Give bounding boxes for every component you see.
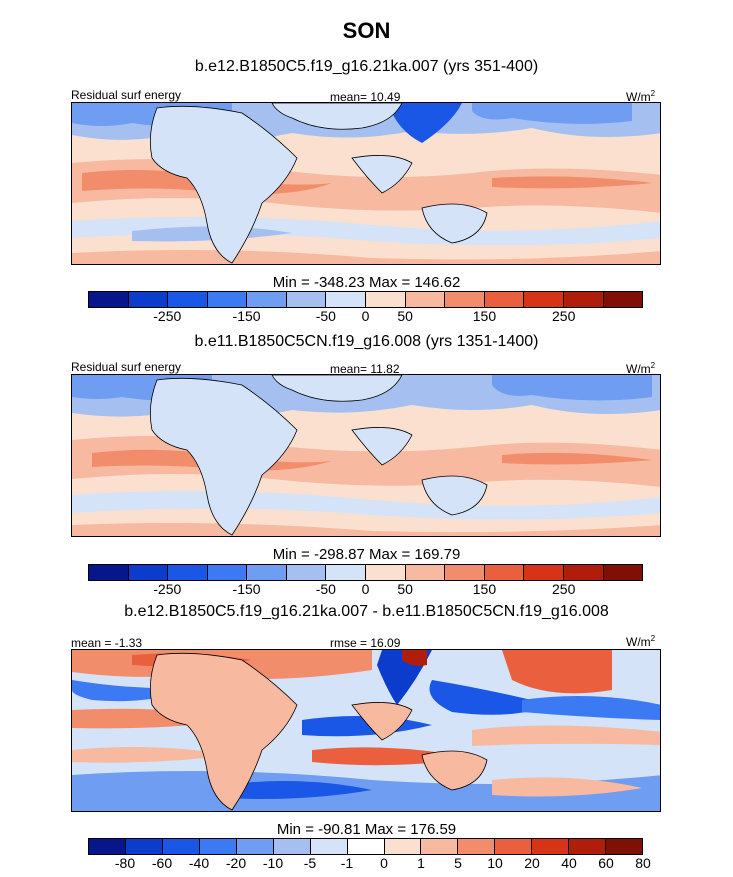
panel3-colorbar-tick-label: -20 [225, 855, 247, 871]
panel3-colorbar-swatch [457, 839, 495, 854]
panel3-colorbar-tick-label: 0 [380, 855, 388, 871]
panel1-colorbar-tick-label: -50 [315, 308, 336, 324]
panel3-colorbar-tick-label: -1 [340, 855, 354, 871]
panel3-colorbar-swatch [346, 839, 384, 854]
panel2-colorbar-tick-label: -50 [315, 581, 336, 597]
panel2-colorbar-tick-label: 150 [472, 581, 497, 597]
panel1-colorbar-swatch [246, 292, 286, 307]
panel1-colorbar-swatch [404, 292, 445, 307]
panel2-colorbar-swatch [404, 565, 445, 580]
panel3-colorbar-swatch [161, 839, 199, 854]
panel1-colorbar-tick-label: -150 [232, 308, 261, 324]
panel3-colorbar-tick-label: -60 [151, 855, 173, 871]
panel2-colorbar-swatch [444, 565, 484, 580]
panel1-minmax: Min = -348.23 Max = 146.62 [272, 274, 461, 291]
panel2-colorbar-swatch [602, 565, 643, 580]
panel1-colorbar-swatch [206, 292, 247, 307]
panel2-variable-label: Residual surf energy [71, 360, 182, 374]
panel1-colorbar-tick-label: -250 [153, 308, 182, 324]
panel1-colorbar-ticks: -250 -150 -50 0 50 150 250 [0, 308, 733, 328]
panel2-colorbar [88, 564, 643, 581]
panel2-minmax: Min = -298.87 Max = 169.79 [272, 546, 461, 563]
panel1-colorbar-tick-label: 0 [361, 308, 370, 324]
panel3-colorbar-swatch [568, 839, 606, 854]
panel3-colorbar-swatch [605, 839, 643, 854]
panel1-colorbar-swatch [483, 292, 524, 307]
panel3-colorbar-swatch [235, 839, 273, 854]
panel1-colorbar-swatch [444, 292, 484, 307]
panel2-colorbar-tick-label: 50 [397, 581, 413, 597]
panel3-colorbar-tick-label: 40 [561, 855, 577, 871]
panel1-colorbar-swatch [167, 292, 207, 307]
panel3-colorbar-ticks: -80 -60 -40 -20 -10 -5 -1 0 1 5 10 20 40 60 80 [0, 855, 733, 875]
panel1-colorbar [88, 291, 643, 308]
panel1-case-title: b.e12.B1850C5.f19_g16.21ka.007 (yrs 351-… [194, 58, 539, 75]
panel2-colorbar-swatch [285, 565, 326, 580]
panel3-colorbar-tick-label: -10 [262, 855, 284, 871]
panel3-mean-label: mean = -1.33 [71, 636, 143, 650]
panel3-colorbar-swatch [494, 839, 532, 854]
panel1-colorbar-swatch [285, 292, 326, 307]
panel3-colorbar-swatch [89, 839, 125, 854]
panel2-colorbar-swatch [246, 565, 286, 580]
panel1-colorbar-swatch [325, 292, 366, 307]
panel2-colorbar-tick-label: -150 [232, 581, 261, 597]
panel1-colorbar-swatch [365, 292, 405, 307]
panel3-case-title: b.e12.B1850C5.f19_g16.21ka.007 - b.e11.B… [124, 603, 609, 620]
panel2-colorbar-ticks: -250 -150 -50 0 50 150 250 [0, 581, 733, 601]
panel3-units: W/m2 [626, 634, 656, 649]
panel2-colorbar-tick-label: -250 [153, 581, 182, 597]
panel2-mean-label: mean= 11.82 [330, 362, 400, 376]
panel3-colorbar-tick-label: -5 [303, 855, 317, 871]
panel3-map [71, 649, 661, 812]
panel2-colorbar-tick-label: 0 [361, 581, 370, 597]
panel1-colorbar-swatch [602, 292, 643, 307]
panel2-map [71, 374, 661, 537]
panel1-map [71, 102, 661, 265]
panel3-colorbar-swatch [124, 839, 162, 854]
panel1-colorbar-swatch [523, 292, 563, 307]
panel1-colorbar-tick-label: 150 [472, 308, 497, 324]
panel3-rmse-label: rmse = 16.09 [330, 636, 401, 650]
panel1-colorbar-tick-label: 50 [397, 308, 413, 324]
panel3-colorbar [88, 838, 643, 855]
panel2-colorbar-swatch [325, 565, 366, 580]
panel3-colorbar-swatch [531, 839, 569, 854]
panel3-colorbar-tick-label: -80 [114, 855, 136, 871]
panel1-colorbar-swatch [89, 292, 128, 307]
panel3-colorbar-tick-label: 1 [417, 855, 425, 871]
panel3-colorbar-swatch [309, 839, 347, 854]
panel2-colorbar-swatch [523, 565, 563, 580]
panel2-colorbar-swatch [483, 565, 524, 580]
panel3-colorbar-tick-label: -40 [188, 855, 210, 871]
panel2-colorbar-swatch [89, 565, 128, 580]
panel3-colorbar-swatch [383, 839, 421, 854]
panel3-colorbar-tick-label: 20 [524, 855, 540, 871]
panel2-colorbar-swatch [206, 565, 247, 580]
panel3-minmax: Min = -90.81 Max = 176.59 [276, 821, 457, 838]
panel3-colorbar-tick-label: 5 [454, 855, 462, 871]
panel2-colorbar-tick-label: 250 [552, 581, 576, 597]
panel1-units: W/m2 [626, 89, 656, 104]
panel3-colorbar-tick-label: 10 [487, 855, 503, 871]
panel2-colorbar-swatch [127, 565, 168, 580]
panel3-colorbar-swatch [272, 839, 310, 854]
panel1-colorbar-tick-label: 250 [552, 308, 576, 324]
panel3-colorbar-swatch [198, 839, 236, 854]
panel2-case-title: b.e11.B1850C5CN.f19_g16.008 (yrs 1351-14… [194, 333, 539, 350]
panel2-colorbar-swatch [562, 565, 603, 580]
season-title: SON [342, 18, 391, 43]
panel3-colorbar-swatch [420, 839, 458, 854]
panel2-colorbar-swatch [167, 565, 207, 580]
panel3-colorbar-tick-label: 80 [635, 855, 651, 871]
panel3-colorbar-tick-label: 60 [598, 855, 614, 871]
panel1-colorbar-swatch [562, 292, 603, 307]
panel2-units: W/m2 [626, 361, 656, 376]
panel2-colorbar-swatch [365, 565, 405, 580]
panel1-mean-label: mean= 10.49 [330, 90, 401, 104]
panel1-colorbar-swatch [127, 292, 168, 307]
panel1-variable-label: Residual surf energy [71, 88, 182, 102]
